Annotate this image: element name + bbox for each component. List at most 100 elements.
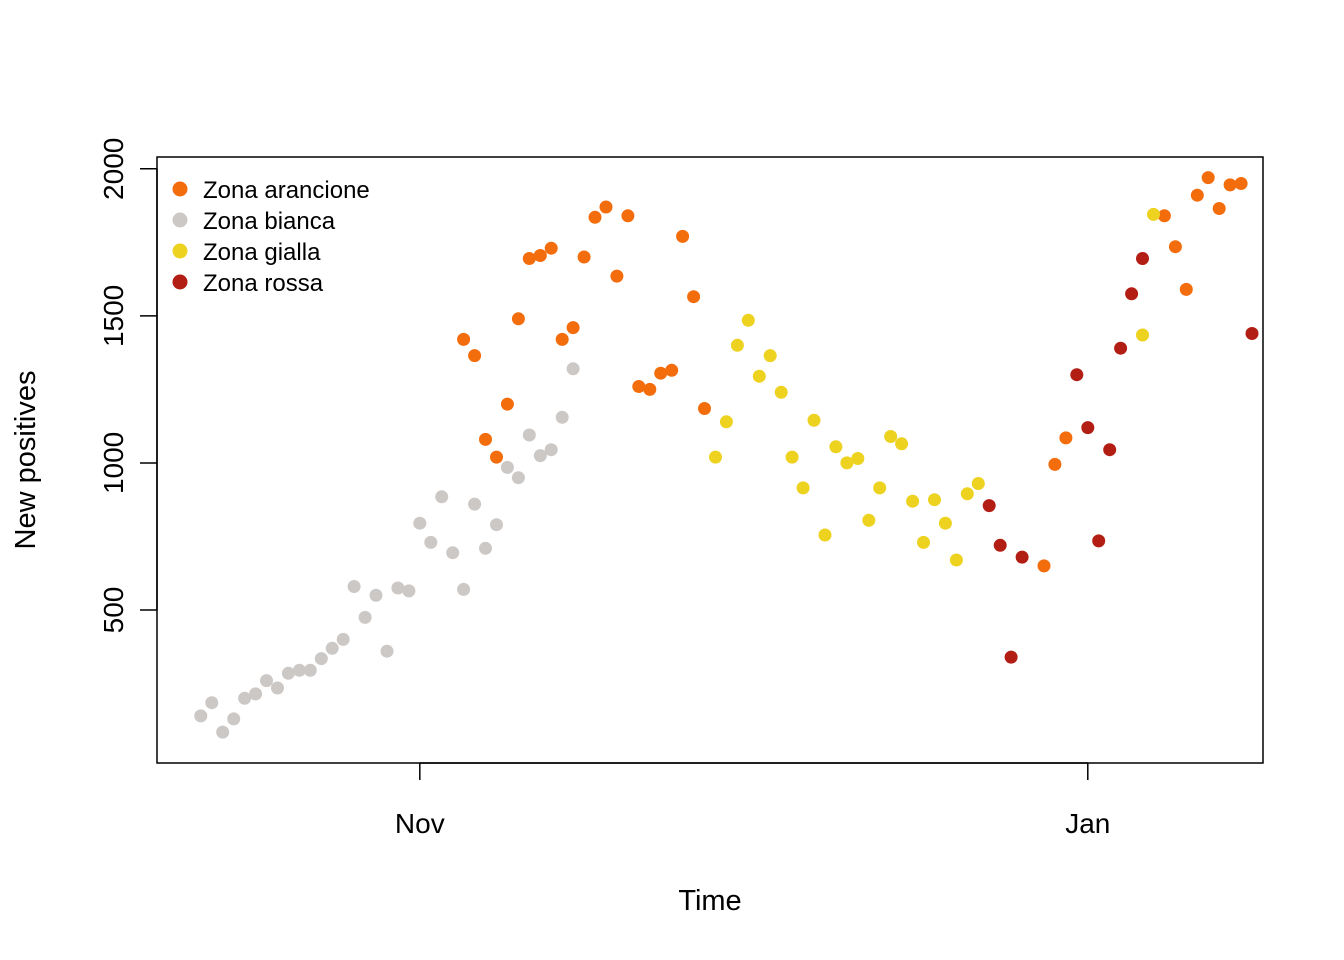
- data-point-gialla: [785, 450, 799, 464]
- data-point-bianca: [194, 709, 208, 723]
- data-point-gialla: [960, 487, 974, 501]
- data-point-gialla: [796, 481, 810, 495]
- data-point-gialla: [774, 385, 788, 399]
- data-point-bianca: [260, 674, 273, 688]
- data-point-bianca: [205, 696, 219, 710]
- data-point-arancione: [676, 229, 690, 243]
- data-point-bianca: [446, 546, 460, 560]
- legend-item-gialla: Zona gialla: [172, 239, 321, 266]
- data-point-arancione: [1048, 457, 1062, 471]
- data-point-gialla: [719, 415, 733, 429]
- data-point-arancione: [632, 380, 646, 393]
- data-point-arancione: [621, 209, 635, 223]
- data-point-arancione: [1212, 202, 1226, 215]
- data-point-bianca: [479, 541, 492, 555]
- data-point-bianca: [271, 681, 284, 695]
- data-point-bianca: [249, 687, 263, 701]
- data-point-arancione: [1037, 559, 1051, 573]
- data-point-gialla: [752, 369, 766, 383]
- data-point-bianca: [413, 516, 427, 530]
- data-point-bianca: [522, 428, 536, 442]
- data-point-rossa: [993, 538, 1007, 552]
- data-point-bianca: [435, 490, 449, 504]
- data-point-gialla: [829, 440, 843, 454]
- data-point-bianca: [457, 582, 471, 596]
- data-point-bianca: [216, 725, 230, 739]
- data-point-bianca: [347, 580, 361, 593]
- data-point-arancione: [665, 363, 679, 377]
- data-point-arancione: [566, 321, 580, 335]
- legend-marker-bianca: [172, 212, 188, 228]
- data-point-bianca: [391, 581, 405, 595]
- data-point-gialla: [938, 516, 952, 530]
- data-point-rossa: [1015, 550, 1029, 564]
- legend-marker-gialla: [172, 243, 188, 259]
- data-point-bianca: [468, 497, 482, 511]
- y-axis: 500 1000 1500 2000: [98, 138, 158, 634]
- data-point-bianca: [369, 588, 383, 602]
- x-tick-label: Jan: [1065, 808, 1110, 839]
- data-point-gialla: [1136, 328, 1149, 342]
- data-point-rossa: [1114, 341, 1128, 355]
- data-point-bianca: [303, 663, 317, 677]
- data-point-arancione: [643, 382, 657, 396]
- data-point-rossa: [1136, 252, 1149, 265]
- data-point-arancione: [500, 397, 514, 411]
- data-point-gialla: [730, 338, 744, 352]
- data-point-bianca: [424, 535, 438, 549]
- data-point-arancione: [1190, 188, 1204, 202]
- data-point-arancione: [511, 312, 525, 326]
- data-point-bianca: [325, 641, 339, 655]
- data-point-arancione: [1157, 209, 1171, 223]
- y-axis-title: New positives: [10, 371, 42, 550]
- legend-label-gialla: Zona gialla: [203, 239, 321, 266]
- data-point-bianca: [533, 449, 547, 463]
- data-point-arancione: [599, 200, 613, 214]
- data-point-arancione: [654, 366, 668, 380]
- data-point-bianca: [358, 610, 372, 624]
- data-point-rossa: [982, 499, 996, 513]
- data-point-rossa: [1125, 287, 1139, 301]
- data-point-gialla: [840, 456, 854, 470]
- data-point-bianca: [566, 362, 580, 376]
- data-point-rossa: [1081, 421, 1095, 435]
- data-point-arancione: [698, 402, 711, 415]
- data-point-bianca: [380, 644, 394, 658]
- data-point-arancione: [468, 349, 482, 363]
- legend-label-bianca: Zona bianca: [203, 208, 336, 235]
- data-point-bianca: [227, 712, 241, 726]
- data-point-arancione: [533, 249, 547, 262]
- data-point-bianca: [292, 663, 306, 677]
- y-tick-label: 500: [98, 587, 129, 634]
- data-point-rossa: [1103, 443, 1117, 457]
- data-point-arancione: [687, 290, 701, 304]
- data-point-gialla: [884, 430, 898, 443]
- data-point-bianca: [281, 666, 295, 680]
- legend-label-rossa: Zona rossa: [203, 270, 324, 297]
- data-point-bianca: [555, 410, 569, 424]
- data-point-gialla: [971, 477, 985, 490]
- data-point-rossa: [1004, 650, 1018, 664]
- data-point-bianca: [336, 632, 350, 646]
- data-point-bianca: [402, 584, 416, 598]
- data-point-bianca: [544, 443, 558, 457]
- data-point-arancione: [588, 210, 602, 224]
- data-point-arancione: [1234, 177, 1248, 190]
- x-tick-label: Nov: [395, 808, 445, 839]
- data-point-gialla: [928, 493, 941, 507]
- data-point-bianca: [490, 518, 503, 532]
- data-point-gialla: [873, 481, 887, 495]
- data-point-gialla: [818, 528, 832, 542]
- legend-marker-arancione: [172, 181, 188, 197]
- data-point-gialla: [949, 553, 963, 567]
- data-point-arancione: [1179, 282, 1193, 296]
- data-point-bianca: [500, 460, 514, 474]
- data-points: [194, 171, 1259, 739]
- data-point-bianca: [314, 652, 328, 666]
- data-point-gialla: [763, 349, 777, 363]
- data-point-arancione: [610, 269, 624, 283]
- x-axis: Nov Jan: [395, 762, 1110, 839]
- legend-item-arancione: Zona arancione: [172, 177, 370, 204]
- data-point-rossa: [1070, 368, 1084, 382]
- y-tick-label: 1000: [98, 432, 129, 494]
